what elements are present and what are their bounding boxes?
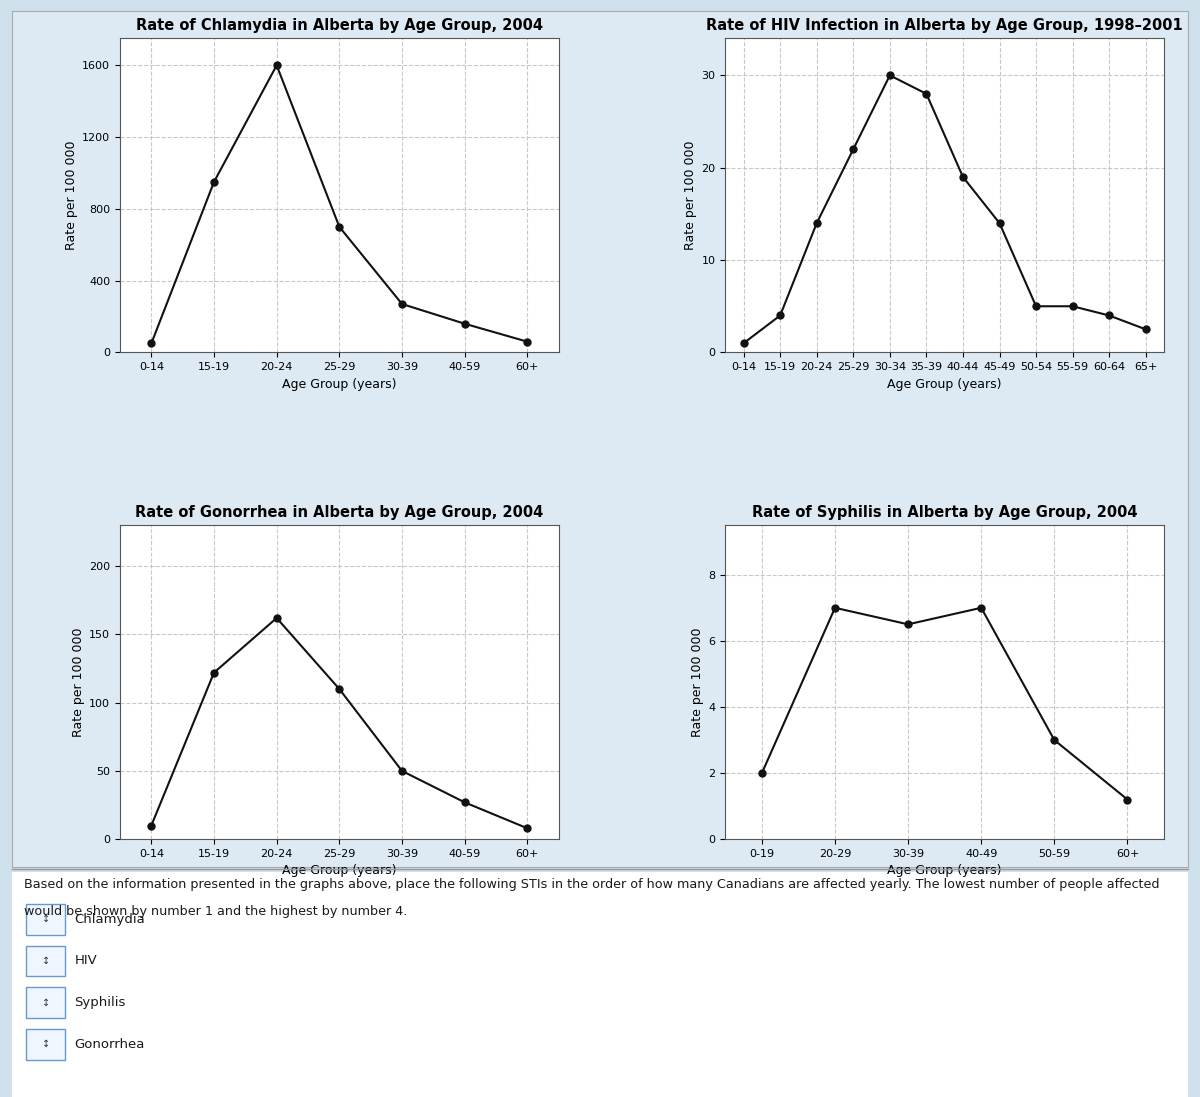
Text: HIV: HIV: [74, 954, 97, 968]
X-axis label: Age Group (years): Age Group (years): [888, 864, 1002, 878]
Y-axis label: Rate per 100 000: Rate per 100 000: [65, 140, 78, 250]
X-axis label: Age Group (years): Age Group (years): [282, 377, 396, 391]
Y-axis label: Rate per 100 000: Rate per 100 000: [691, 627, 704, 737]
Text: ↕: ↕: [42, 955, 49, 966]
Text: would be shown by number 1 and the highest by number 4.: would be shown by number 1 and the highe…: [24, 905, 407, 918]
X-axis label: Age Group (years): Age Group (years): [282, 864, 396, 878]
Text: Gonorrhea: Gonorrhea: [74, 1038, 145, 1051]
X-axis label: Age Group (years): Age Group (years): [888, 377, 1002, 391]
Title: Rate of Chlamydia in Alberta by Age Group, 2004: Rate of Chlamydia in Alberta by Age Grou…: [136, 18, 542, 33]
Text: ↕: ↕: [42, 914, 49, 925]
Text: Based on the information presented in the graphs above, place the following STIs: Based on the information presented in th…: [24, 878, 1159, 891]
Y-axis label: Rate per 100 000: Rate per 100 000: [684, 140, 697, 250]
Text: Chlamydia: Chlamydia: [74, 913, 145, 926]
Y-axis label: Rate per 100 000: Rate per 100 000: [72, 627, 85, 737]
Text: ↕: ↕: [42, 1039, 49, 1050]
Title: Rate of Gonorrhea in Alberta by Age Group, 2004: Rate of Gonorrhea in Alberta by Age Grou…: [136, 505, 544, 520]
Title: Rate of HIV Infection in Alberta by Age Group, 1998–2001: Rate of HIV Infection in Alberta by Age …: [707, 18, 1183, 33]
Title: Rate of Syphilis in Alberta by Age Group, 2004: Rate of Syphilis in Alberta by Age Group…: [752, 505, 1138, 520]
Text: ↕: ↕: [42, 997, 49, 1008]
Text: Syphilis: Syphilis: [74, 996, 126, 1009]
